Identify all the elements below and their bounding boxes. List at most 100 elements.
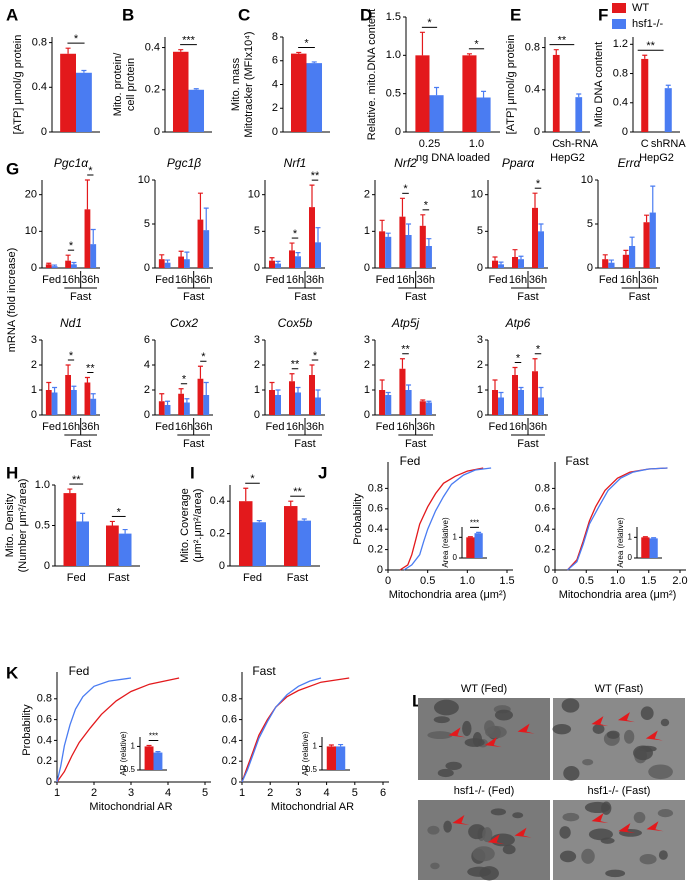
y-tick-label: 0.4 (32, 81, 47, 93)
x-tick-label: 4 (165, 787, 171, 799)
error-bar (492, 379, 498, 390)
bar (399, 216, 406, 268)
mitochondrion (494, 709, 513, 721)
error-bar (406, 384, 412, 390)
significance-label: ** (401, 344, 410, 356)
y-tick-label: 0.4 (613, 97, 628, 109)
error-bar (328, 744, 334, 747)
y-axis-label: mRNA (fold increase) (6, 248, 18, 353)
mitochondrion (433, 699, 459, 716)
bar (51, 392, 58, 415)
x-tick-label: 36h (194, 421, 212, 433)
y-tick-label: 1 (364, 384, 370, 396)
group-label: Fast (70, 291, 91, 303)
error-bar (650, 185, 656, 213)
y-axis-label: (μm².μm²/area) (192, 489, 204, 563)
arrow (487, 834, 505, 845)
significance-label: ** (311, 170, 320, 182)
x-tick-label: C (552, 138, 560, 150)
arrow (591, 813, 609, 824)
bar (164, 405, 171, 415)
bar (608, 262, 615, 268)
y-tick-label: 0.5 (306, 765, 318, 774)
y-tick-label: 1 (628, 532, 633, 541)
bar (178, 256, 184, 268)
cdf-line (399, 467, 484, 571)
arrow (448, 727, 466, 738)
x-tick-label: C (641, 138, 649, 150)
mitochondrion (657, 809, 674, 818)
chart-title: Fed (69, 664, 90, 678)
y-tick-label: 0.2 (222, 755, 237, 767)
x-tick-label: 36h (529, 274, 547, 286)
y-tick-label: 0.5 (35, 519, 50, 531)
x-tick-label: 1 (54, 787, 60, 799)
error-bar (385, 232, 391, 237)
y-axis-label: cell protein (125, 58, 137, 111)
x-tick-label: 36h (306, 421, 324, 433)
significance-label: * (88, 165, 93, 177)
error-bar (642, 536, 648, 538)
error-bar (553, 49, 559, 55)
bar (84, 209, 91, 268)
error-bar (512, 366, 518, 375)
error-bar (193, 88, 199, 90)
y-axis-label: Relative. mito.DNA content (366, 9, 378, 140)
y-tick-label: 1.0 (35, 479, 50, 491)
y-tick-label: 0.4 (368, 523, 383, 535)
bar (315, 397, 321, 415)
group-label: Fast (517, 438, 538, 450)
x-tick-label: 0.25 (419, 138, 440, 150)
bar (664, 88, 672, 132)
bar (203, 230, 210, 268)
error-bar (315, 389, 321, 398)
error-bar (492, 256, 498, 261)
y-tick-label: 0.8 (535, 482, 550, 494)
y-tick-label: 0 (254, 409, 260, 421)
x-tick-label: Fed (67, 572, 86, 584)
y-tick-label: 0 (154, 126, 160, 138)
significance-label: * (304, 37, 309, 49)
y-axis-label: Probability (21, 704, 33, 756)
bar (144, 746, 154, 770)
x-tick-label: 0.5 (420, 575, 435, 587)
error-bar (399, 197, 405, 217)
error-bar (84, 376, 90, 383)
x-tick-label: 16h (62, 421, 80, 433)
y-tick-label: 1 (31, 384, 37, 396)
x-tick-label: Fed (42, 274, 61, 286)
y-tick-label: 0 (31, 262, 37, 274)
y-tick-label: 0 (377, 564, 383, 576)
bar (512, 375, 518, 415)
bar (649, 538, 658, 558)
x-tick-label: 36h (417, 421, 435, 433)
mitochondrion (633, 811, 646, 824)
error-bar (90, 228, 96, 245)
y-axis-label: Mito. Coverage (179, 488, 191, 563)
error-bar (466, 53, 472, 56)
error-bar (184, 251, 190, 260)
bar (90, 244, 97, 268)
significance-label: * (516, 352, 521, 364)
chart-title: Cox5b (278, 316, 313, 330)
y-tick-label: 0 (587, 262, 593, 274)
error-bar (288, 500, 294, 507)
group-label: Fast (405, 438, 426, 450)
bar (518, 390, 524, 415)
x-tick-label: 16h (175, 421, 193, 433)
x-tick-label: 0 (385, 575, 391, 587)
significance-label: ** (291, 359, 300, 371)
mitochondrion (485, 725, 507, 739)
error-bar (518, 255, 524, 260)
bar (172, 51, 189, 132)
y-tick-label: 10 (581, 174, 593, 186)
bar (178, 393, 184, 415)
mitochondrion (464, 738, 485, 747)
mitochondrion (479, 866, 499, 881)
mitochondrion (606, 730, 620, 739)
y-tick-label: 2 (144, 384, 150, 396)
significance-label: * (536, 178, 541, 190)
y-axis-label: Mito DNA content (593, 42, 605, 128)
image-label: WT (Fast) (595, 683, 644, 695)
